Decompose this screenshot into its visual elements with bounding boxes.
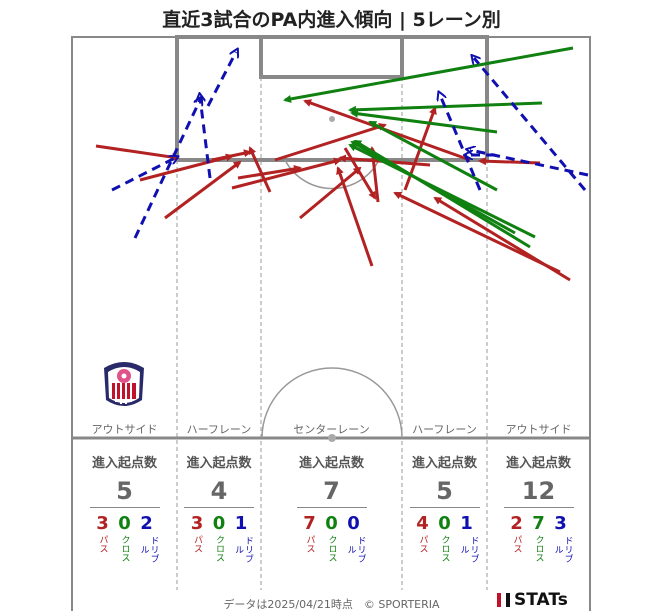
lane-stats-halfspace-left: 進入起点数 4 3 パス 0 クロス 1 ドリブル (177, 452, 261, 563)
cross-arrow (350, 109, 498, 134)
entry-count-heading: 進入起点数 (298, 456, 364, 471)
pass-arrow (248, 146, 272, 193)
cross-label: クロス (439, 535, 450, 562)
pass-label: パス (97, 535, 108, 553)
pass-arrow (164, 160, 242, 220)
entry-count-total: 5 (116, 477, 133, 505)
pass-arrow (95, 144, 180, 162)
pass-count: 7 (303, 513, 316, 534)
pass-label: パス (417, 535, 428, 553)
entry-count-heading: 進入起点数 (91, 456, 157, 471)
pass-label: パス (511, 535, 522, 553)
dribble-arrow (470, 150, 589, 177)
dribble-label: ドリブル (233, 536, 253, 563)
penalty-arc (284, 159, 380, 190)
dribble-arrow (206, 52, 236, 107)
dribble-count: 0 (347, 513, 360, 534)
cross-count: 0 (438, 513, 451, 534)
pass-label: パス (192, 535, 202, 553)
dribble-arrow (133, 100, 200, 239)
pass-arrow (336, 166, 374, 267)
lane-stats-outside-left: 進入起点数 5 3 パス 0 クロス 2 ドリブル (72, 452, 177, 563)
pass-arrow (393, 191, 561, 274)
pass-arrow (299, 166, 362, 220)
center-spot (328, 434, 336, 442)
entry-count-total: 7 (323, 477, 340, 505)
pass-arrow (478, 157, 541, 166)
entry-count-heading: 進入起点数 (411, 456, 477, 471)
dribble-label: ドリブル (345, 536, 366, 563)
dribble-count: 1 (234, 513, 248, 534)
pass-count: 4 (416, 513, 429, 534)
cross-arrow (368, 120, 498, 192)
dribble-label: ドリブル (138, 536, 159, 563)
lane-label-outside-right: アウトサイド (505, 423, 572, 436)
dribble-label: ドリブル (458, 536, 479, 563)
dribble-arrow (474, 58, 587, 191)
pass-count: 2 (510, 513, 523, 534)
dribble-label: ドリブル (552, 536, 573, 563)
penalty-spot (329, 116, 335, 122)
cross-arrow (350, 140, 516, 235)
dribble-count: 1 (460, 513, 473, 534)
entry-count-total: 5 (436, 477, 453, 505)
dribble-count: 2 (140, 513, 153, 534)
stats-mark-icon (497, 593, 501, 607)
club-crest-logo (104, 362, 144, 406)
pass-count: 3 (190, 513, 204, 534)
cross-label: クロス (119, 535, 130, 562)
pass-arrow (343, 147, 377, 200)
center-circle (261, 367, 403, 439)
entry-count-heading: 進入起点数 (186, 456, 252, 471)
cross-label: クロス (214, 535, 224, 562)
pass-count: 3 (96, 513, 109, 534)
entry-count-heading: 進入起点数 (505, 456, 571, 471)
lane-stats-outside-right: 進入起点数 12 2 パス 7 クロス 3 ドリブル (487, 452, 590, 563)
lane-label-outside-left: アウトサイド (91, 423, 158, 436)
cross-count: 7 (532, 513, 545, 534)
entry-count-total: 12 (521, 477, 556, 505)
entry-count-total: 4 (210, 477, 228, 505)
lane-stats-halfspace-right: 進入起点数 5 4 パス 0 クロス 1 ドリブル (402, 452, 487, 563)
stats-brand-text: STATs (514, 590, 568, 610)
cross-count: 0 (118, 513, 131, 534)
cross-count: 0 (325, 513, 338, 534)
pass-arrow (231, 157, 342, 190)
lane-label-halfspace-left: ハーフレーン (186, 423, 252, 436)
cross-arrow (283, 46, 574, 103)
pass-arrow (274, 123, 387, 162)
stats-mark-icon (506, 593, 510, 607)
dribble-arrow (440, 95, 482, 191)
cross-label: クロス (326, 535, 337, 562)
cross-count: 0 (212, 513, 226, 534)
stats-brand-logo: STATs (497, 590, 568, 610)
page-title: 直近3試合のPA内進入傾向 | 5レーン別 (162, 9, 501, 31)
data-date-footer: データは2025/04/21時点 © SPORTERIA (223, 598, 440, 611)
cross-label: クロス (533, 535, 544, 562)
pass-label: パス (304, 535, 315, 553)
entry-arrows (95, 46, 589, 282)
lane-label-center: センターレーン (293, 423, 370, 436)
lane-label-halfspace-right: ハーフレーン (412, 423, 477, 436)
dribble-arrow (200, 97, 212, 179)
pass-arrow (237, 165, 302, 180)
pass-arrow (211, 149, 252, 162)
dribble-count: 3 (554, 513, 567, 534)
goal-area (259, 35, 404, 79)
dribble-arrow (111, 158, 175, 192)
lane-stats-center: 進入起点数 7 7 パス 0 クロス 0 ドリブル (261, 452, 402, 563)
